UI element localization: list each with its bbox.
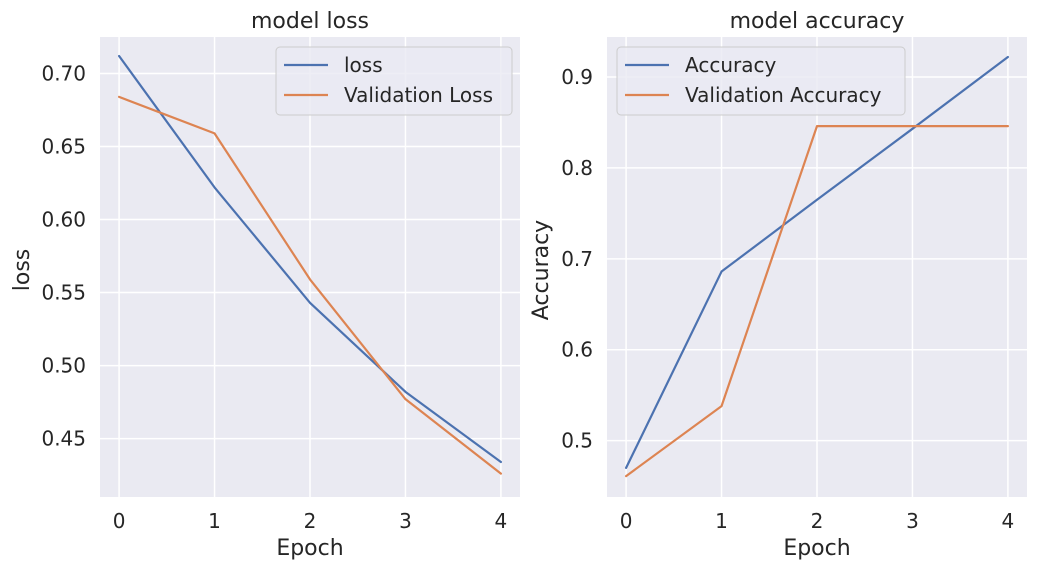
y-tick-label: 0.7 [561,247,593,271]
x-tick-label: 0 [620,509,633,533]
x-tick-label: 4 [495,509,508,533]
y-axis-label: loss [10,249,35,292]
y-tick-label: 0.50 [41,354,86,378]
chart-title: model accuracy [730,9,905,34]
legend-box [275,46,513,116]
legend-box [616,46,906,116]
x-axis-label: Epoch [276,536,343,561]
x-tick-label: 1 [208,509,221,533]
y-tick-label: 0.9 [561,65,593,89]
chart-panel-1: 0 1 2 3 4 0.5 0.6 0.7 0.8 0.9 model accuracy Epoch A… [529,9,1027,561]
x-tick-label: 3 [399,509,412,533]
series-line-0 [624,55,1010,470]
legend-label: Validation Accuracy [685,83,882,107]
x-tick-label: 1 [715,509,728,533]
y-axis-label: Accuracy [529,220,554,320]
y-tick-label: 0.60 [41,208,86,232]
series-line-1 [624,124,1010,478]
chart-title: model loss [251,9,369,34]
y-tick-label: 0.8 [561,156,593,180]
legend-label: loss [344,53,383,77]
y-tick-label: 0.65 [41,135,86,159]
y-tick-label: 0.55 [41,281,86,305]
series-line-1 [117,95,503,475]
y-tick-label: 0.5 [561,429,593,453]
x-tick-label: 4 [1002,509,1015,533]
x-tick-label: 0 [113,509,126,533]
x-tick-label: 3 [906,509,919,533]
x-tick-label: 2 [304,509,317,533]
legend-label: Validation Loss [344,83,493,107]
x-tick-label: 2 [811,509,824,533]
x-axis-label: Epoch [783,536,850,561]
y-tick-label: 0.70 [41,62,86,86]
chart-panel-0: 0 1 2 3 4 0.45 0.50 0.55 0.60 0.65 0.70 model loss E… [10,9,520,561]
y-tick-label: 0.45 [41,427,86,451]
series-line-0 [117,54,503,464]
legend: loss Validation Loss [275,46,513,116]
legend: Accuracy Validation Accuracy [616,46,906,116]
y-tick-label: 0.6 [561,338,593,362]
legend-label: Accuracy [685,53,776,77]
